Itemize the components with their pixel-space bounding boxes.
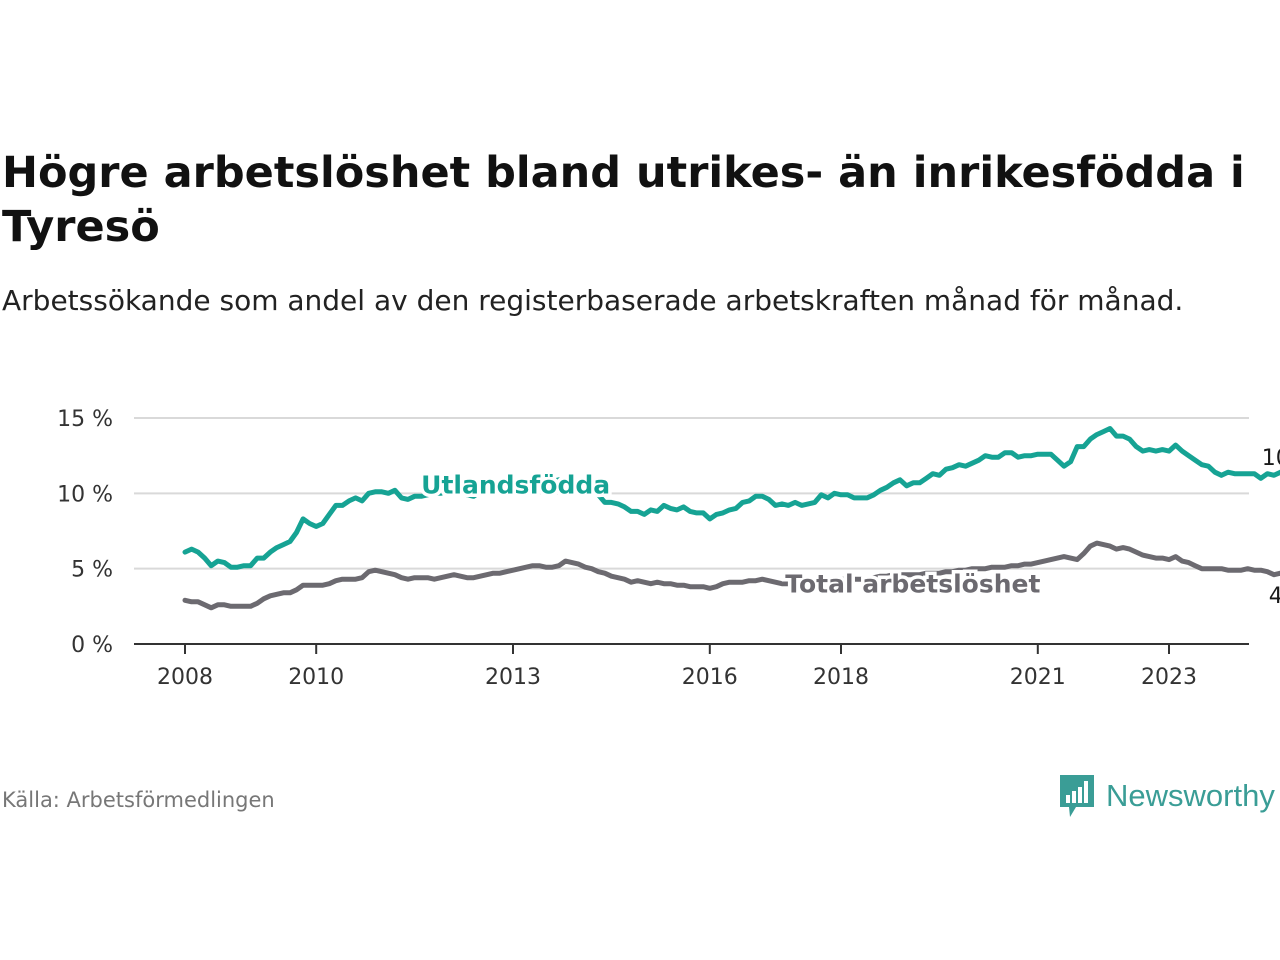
source-note: Källa: Arbetsförmedlingen [2,788,275,812]
y-tick-label: 15 % [57,407,113,432]
brand-logo: Newsworthy [1058,773,1275,819]
y-tick-label: 0 % [71,633,113,658]
x-tick-label: 2018 [813,665,869,690]
x-axis: 2008 2010 2013 2016 2018 2021 2023 [134,643,1249,690]
gridlines [134,417,1249,570]
brand-name: Newsworthy [1106,778,1275,813]
x-tick-label: 2008 [157,665,213,690]
chart-title: Högre arbetslöshet bland utrikes- än inr… [2,148,1245,252]
x-tick-label: 2021 [1010,665,1066,690]
chart-subtitle: Arbetssökande som andel av den registerb… [2,284,1184,317]
x-tick-label: 2013 [485,665,541,690]
x-tick-label: 2010 [288,665,344,690]
line-chart: 0 %5 %10 %15 % 2008 2010 2013 2016 2018 2021 2… [57,407,1280,690]
foreign-born-value-label: 10,9 % [1262,446,1280,471]
series-lines [182,426,1280,611]
foreign-born-line [182,426,1280,570]
series-labels: Utlandsfödda Total arbetslöshet 10,9 % 4,7 … [418,446,1280,609]
y-tick-label: 5 % [71,558,113,583]
y-tick-label: 10 % [57,482,113,507]
foreign-born-label: Utlandsfödda [421,470,610,499]
total-unemployment-value-label: 4,7 % [1269,584,1280,609]
newsworthy-icon [1060,775,1094,817]
total-unemployment-line [182,540,1280,611]
x-tick-label: 2023 [1141,665,1197,690]
y-axis-ticks: 0 % 5 % 10 % 15 % [57,407,113,658]
total-unemployment-label: Total arbetslöshet [785,570,1040,599]
x-tick-label: 2016 [682,665,738,690]
